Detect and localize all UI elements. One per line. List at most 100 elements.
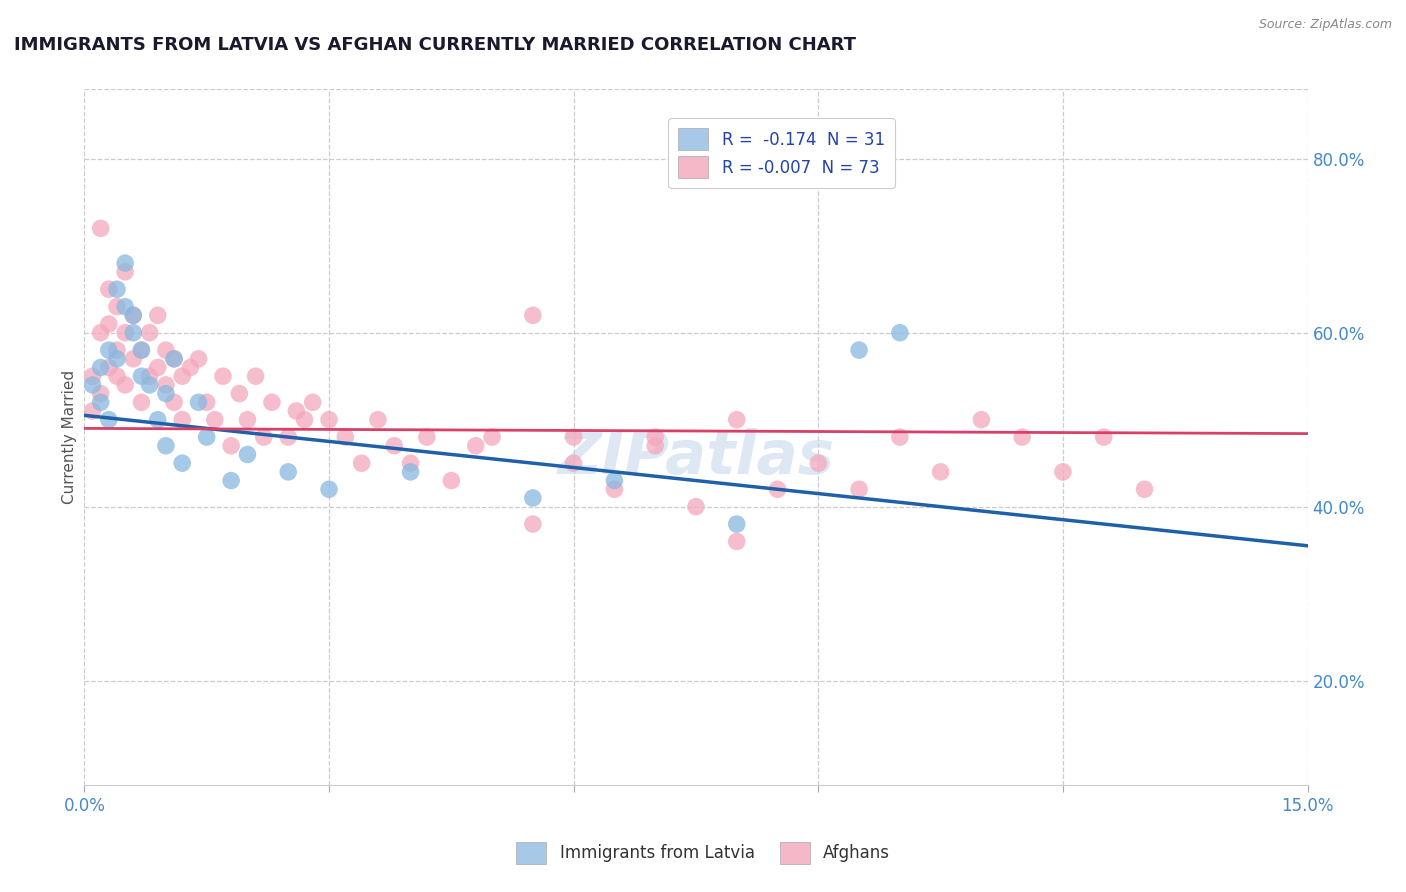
Point	[253, 430, 276, 444]
Point	[725, 534, 748, 549]
Point	[179, 360, 201, 375]
Point	[172, 456, 194, 470]
Point	[245, 369, 267, 384]
Point	[187, 395, 209, 409]
Point	[82, 404, 104, 418]
Point	[146, 309, 169, 323]
Point	[522, 491, 544, 505]
Point	[114, 300, 136, 314]
Point	[97, 343, 120, 358]
Point	[219, 439, 242, 453]
Point	[644, 439, 666, 453]
Point	[301, 395, 323, 409]
Point	[1092, 430, 1115, 444]
Point	[122, 309, 145, 323]
Point	[522, 516, 544, 531]
Point	[562, 456, 585, 470]
Point	[90, 386, 112, 401]
Point	[725, 412, 748, 426]
Point	[848, 343, 870, 358]
Point	[204, 412, 226, 426]
Point	[163, 351, 186, 366]
Point	[464, 439, 486, 453]
Point	[285, 404, 308, 418]
Point	[522, 309, 544, 323]
Legend: Immigrants from Latvia, Afghans: Immigrants from Latvia, Afghans	[509, 836, 897, 871]
Point	[131, 343, 153, 358]
Point	[440, 474, 463, 488]
Point	[90, 326, 112, 340]
Point	[131, 343, 153, 358]
Point	[122, 326, 145, 340]
Point	[889, 430, 911, 444]
Point	[318, 482, 340, 496]
Point	[603, 474, 626, 488]
Point	[562, 430, 585, 444]
Point	[163, 351, 186, 366]
Point	[685, 500, 707, 514]
Point	[114, 326, 136, 340]
Legend: R =  -0.174  N = 31, R = -0.007  N = 73: R = -0.174 N = 31, R = -0.007 N = 73	[668, 119, 894, 188]
Point	[195, 430, 218, 444]
Point	[155, 439, 177, 453]
Point	[277, 430, 299, 444]
Point	[105, 343, 128, 358]
Point	[807, 456, 830, 470]
Point	[970, 412, 993, 426]
Point	[294, 412, 316, 426]
Point	[122, 309, 145, 323]
Point	[122, 351, 145, 366]
Point	[481, 430, 503, 444]
Point	[114, 256, 136, 270]
Point	[138, 326, 160, 340]
Point	[172, 412, 194, 426]
Point	[335, 430, 357, 444]
Point	[219, 474, 242, 488]
Point	[155, 386, 177, 401]
Point	[1052, 465, 1074, 479]
Point	[146, 360, 169, 375]
Point	[187, 351, 209, 366]
Point	[97, 412, 120, 426]
Point	[367, 412, 389, 426]
Point	[131, 369, 153, 384]
Point	[1133, 482, 1156, 496]
Point	[416, 430, 439, 444]
Point	[382, 439, 405, 453]
Point	[399, 465, 422, 479]
Point	[114, 377, 136, 392]
Point	[97, 282, 120, 296]
Point	[155, 377, 177, 392]
Point	[212, 369, 235, 384]
Point	[725, 516, 748, 531]
Point	[603, 482, 626, 496]
Point	[90, 360, 112, 375]
Point	[260, 395, 283, 409]
Point	[163, 395, 186, 409]
Point	[131, 395, 153, 409]
Point	[350, 456, 373, 470]
Point	[399, 456, 422, 470]
Point	[236, 447, 259, 462]
Point	[195, 395, 218, 409]
Point	[155, 343, 177, 358]
Point	[929, 465, 952, 479]
Point	[146, 412, 169, 426]
Point	[766, 482, 789, 496]
Point	[236, 412, 259, 426]
Point	[97, 317, 120, 331]
Point	[114, 265, 136, 279]
Point	[105, 282, 128, 296]
Point	[889, 326, 911, 340]
Text: IMMIGRANTS FROM LATVIA VS AFGHAN CURRENTLY MARRIED CORRELATION CHART: IMMIGRANTS FROM LATVIA VS AFGHAN CURRENT…	[14, 36, 856, 54]
Point	[228, 386, 250, 401]
Point	[848, 482, 870, 496]
Point	[277, 465, 299, 479]
Point	[138, 377, 160, 392]
Point	[82, 377, 104, 392]
Point	[105, 351, 128, 366]
Text: ZIPatlas: ZIPatlas	[557, 428, 835, 487]
Point	[318, 412, 340, 426]
Point	[90, 395, 112, 409]
Point	[97, 360, 120, 375]
